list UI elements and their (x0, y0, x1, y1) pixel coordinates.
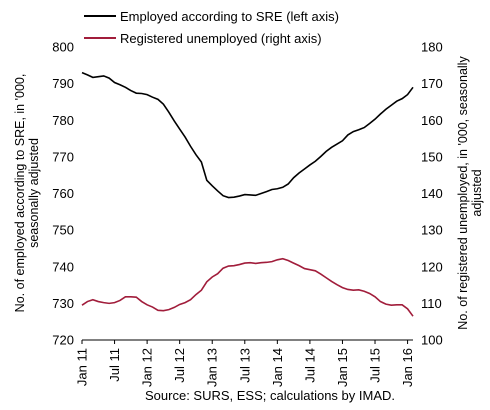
legend-label-unemployed: Registered unemployed (right axis) (120, 31, 322, 46)
left-tick-label: 760 (52, 186, 74, 201)
x-tick-label: Jan 14 (270, 348, 285, 387)
right-axis-ticks: 100 110 120 130 140 150 160 170 180 (421, 40, 443, 348)
left-axis-ticks: 720 730 740 750 760 770 780 790 800 (52, 40, 74, 348)
x-tick-label: Jul 13 (237, 348, 252, 383)
right-axis-label: No. of registered unemployed, in '000, s… (456, 56, 484, 330)
x-tick-label: Jan 12 (140, 348, 155, 387)
x-tick-label: Jul 14 (302, 348, 317, 383)
right-tick-label: 170 (421, 76, 443, 91)
left-tick-label: 740 (52, 259, 74, 274)
x-axis-ticks: Jan 11 Jul 11 Jan 12 Jul 12 Jan 13 Jul 13 Jan … (75, 340, 415, 387)
right-tick-label: 100 (421, 333, 443, 348)
right-tick-label: 120 (421, 259, 443, 274)
x-tick-label: Jul 11 (107, 348, 122, 382)
left-tick-label: 790 (52, 76, 74, 91)
x-tick-label: Jan 13 (205, 348, 220, 387)
left-tick-label: 750 (52, 223, 74, 238)
x-tick-label: Jan 15 (335, 348, 350, 387)
legend: Employed according to SRE (left axis) Re… (84, 9, 339, 46)
x-tick-label: Jul 12 (172, 348, 187, 383)
series-line-unemployed (81, 257, 414, 317)
legend-label-employed: Employed according to SRE (left axis) (120, 9, 339, 24)
right-tick-label: 130 (421, 223, 443, 238)
left-tick-label: 770 (52, 149, 74, 164)
left-axis-label: No. of employed according to SRE, in '00… (13, 74, 41, 313)
left-tick-label: 780 (52, 113, 74, 128)
x-tick-label: Jan 11 (75, 348, 90, 386)
right-tick-label: 110 (421, 296, 442, 311)
source-note: Source: SURS, ESS; calculations by IMAD. (145, 388, 395, 403)
left-tick-label: 730 (52, 296, 74, 311)
right-tick-label: 150 (421, 149, 443, 164)
right-tick-label: 180 (421, 40, 443, 55)
left-tick-label: 720 (52, 333, 74, 348)
right-tick-label: 140 (421, 186, 443, 201)
series-layer (81, 71, 414, 317)
left-tick-label: 800 (52, 40, 74, 55)
x-tick-label: Jan 16 (400, 348, 415, 387)
right-tick-label: 160 (421, 113, 443, 128)
series-line-employed (81, 71, 414, 199)
x-tick-label: Jul 15 (368, 348, 383, 383)
